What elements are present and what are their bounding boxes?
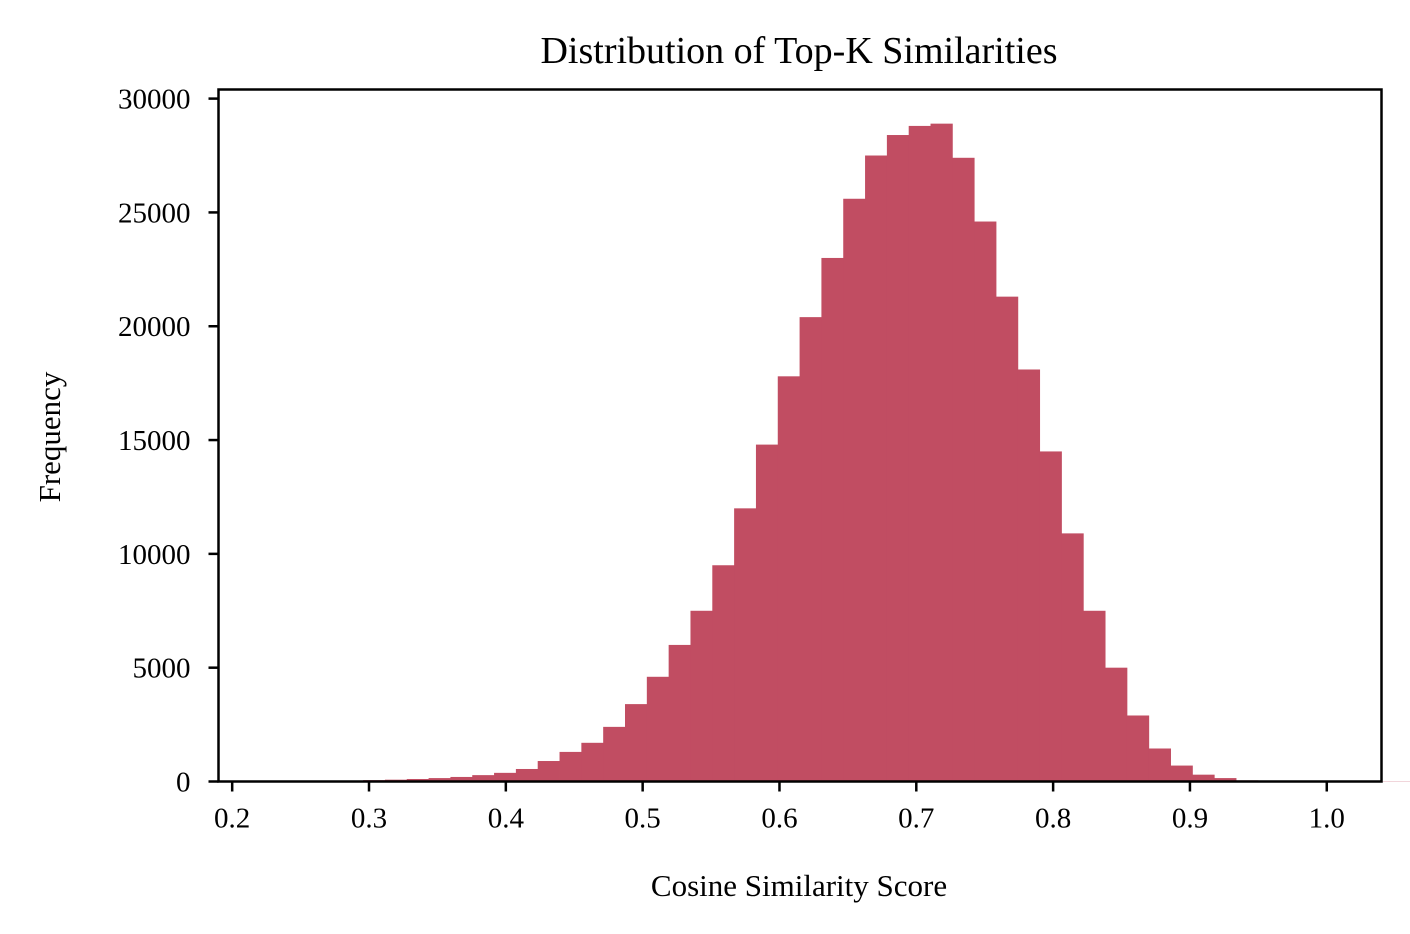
histogram-bar	[843, 198, 866, 782]
y-axis-label: Frequency	[32, 371, 67, 502]
histogram-bar	[995, 296, 1019, 782]
histogram-bar	[668, 644, 691, 782]
x-tick-label: 0.8	[1035, 803, 1071, 835]
y-tick-label: 20000	[118, 311, 191, 343]
histogram-bar	[712, 565, 735, 782]
histogram-bar	[625, 704, 648, 782]
histogram-bar	[581, 742, 604, 782]
histogram-bar	[952, 157, 975, 782]
histogram-bar	[1083, 610, 1106, 782]
x-tick-label: 0.2	[214, 803, 250, 835]
x-tick-label: 0.3	[351, 803, 387, 835]
histogram-bar	[494, 772, 517, 782]
histogram-bar	[1105, 667, 1128, 782]
y-tick-label: 5000	[133, 653, 191, 685]
histogram-bar	[886, 135, 910, 782]
x-tick-label: 1.0	[1309, 803, 1345, 835]
histogram-bar	[428, 778, 451, 782]
plot-frame	[217, 88, 1383, 783]
histogram-bar	[908, 125, 931, 782]
histogram-bar	[799, 317, 822, 782]
bar-group	[232, 123, 1410, 782]
histogram-bar	[1192, 774, 1215, 782]
histogram-bar	[1170, 765, 1193, 782]
x-tick-label: 0.7	[898, 803, 934, 835]
x-tick-label: 0.6	[761, 803, 797, 835]
chart-title: Distribution of Top-K Similarities	[540, 30, 1057, 72]
histogram-bar	[1126, 715, 1150, 782]
histogram-bar	[1214, 778, 1237, 782]
y-tick-label: 10000	[118, 539, 191, 571]
x-tick-label: 0.9	[1172, 803, 1208, 835]
histogram-bar	[755, 444, 779, 782]
histogram-bar	[865, 155, 888, 782]
histogram-bar	[515, 768, 539, 782]
x-tick-label: 0.4	[488, 803, 525, 835]
histogram-bar	[1148, 748, 1171, 782]
histogram-bar	[777, 376, 800, 782]
histogram-bar	[406, 778, 429, 782]
histogram-bar	[690, 610, 713, 782]
histogram-bar	[1039, 451, 1062, 782]
histogram-bar	[930, 123, 953, 782]
histogram-bar	[974, 221, 997, 782]
histogram-bar	[646, 676, 670, 782]
histogram-bar	[821, 257, 844, 782]
histogram-bar	[472, 775, 495, 782]
y-tick-label: 25000	[118, 197, 191, 229]
y-tick-label: 30000	[118, 84, 191, 116]
histogram-bar	[450, 776, 473, 782]
histogram-bar	[537, 761, 560, 782]
histogram-bar	[1017, 369, 1041, 782]
x-axis: 0.2 0.3 0.4 0.5 0.6 0.7 0.8 0.9 1.0	[214, 781, 1345, 835]
y-axis: 0 5000 10000 15000 20000 25000 30000	[118, 84, 219, 799]
histogram-bar	[1061, 533, 1084, 782]
y-tick-label: 15000	[118, 425, 191, 457]
x-tick-label: 0.5	[625, 803, 661, 835]
histogram-bar	[603, 726, 626, 782]
x-axis-label: Cosine Similarity Score	[651, 868, 947, 903]
histogram-bar	[734, 508, 757, 782]
y-tick-label: 0	[176, 767, 191, 799]
histogram-bar	[559, 751, 582, 782]
